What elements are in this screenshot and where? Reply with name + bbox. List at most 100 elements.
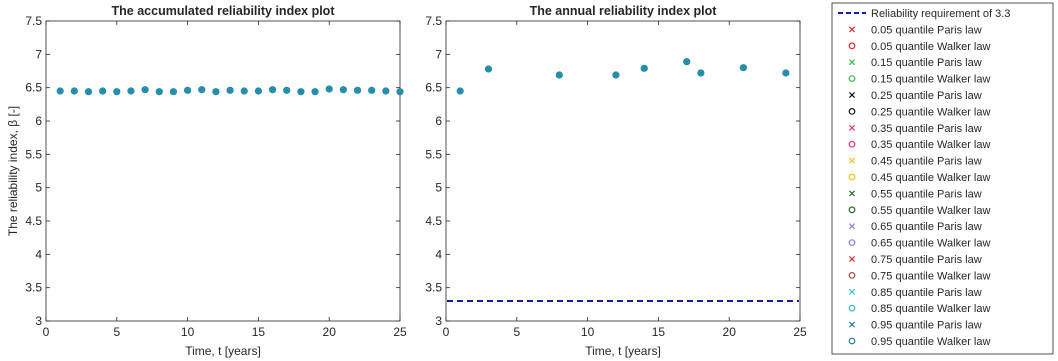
legend-entry-label: 0.55 quantile Paris law	[871, 188, 982, 200]
legend-entry: 0.75 quantile Paris law	[848, 254, 982, 266]
legend-entry: 0.85 quantile Walker law	[848, 303, 990, 315]
accumulated-data-point	[169, 88, 178, 96]
legend-entry: 0.65 quantile Paris law	[848, 221, 982, 233]
legend-x-marker	[848, 223, 856, 230]
annual-plot-xlabel: Time, t [years]	[585, 344, 661, 358]
legend-entry-label: 0.15 quantile Walker law	[871, 74, 990, 86]
accumulated-data-point	[254, 87, 262, 95]
annual-xtick-label: 5	[513, 325, 520, 339]
annual-ytick-label: 4	[435, 247, 442, 261]
annual-data-point	[612, 71, 620, 79]
legend-entry-label: 0.25 quantile Walker law	[871, 106, 990, 118]
annual-ytick-label: 4.5	[425, 214, 442, 228]
annual-data-point	[782, 69, 790, 77]
legend-entry-label: 0.65 quantile Walker law	[871, 238, 990, 250]
legend-entry: Reliability requirement of 3.3	[838, 8, 1010, 20]
legend-entry: 0.05 quantile Walker law	[848, 41, 990, 53]
annual-ytick-label: 3.5	[425, 281, 442, 295]
accumulated-ytick-label: 5	[35, 181, 42, 195]
legend-entry: 0.55 quantile Walker law	[848, 205, 990, 217]
annual-xtick-label: 20	[723, 325, 737, 339]
accumulated-plot-ticks: 0 5 10 15 20 25 3 3.5 4 4.5 5 5.5 6 6.5 7 7.5	[25, 14, 407, 339]
legend-x-marker	[848, 124, 856, 131]
legend-entry-label: 0.95 quantile Walker law	[871, 336, 990, 348]
legend-x-marker	[848, 255, 856, 263]
legend-entry-label: 0.75 quantile Walker law	[871, 270, 990, 282]
accumulated-plot: The accumulated reliability index plot 0…	[6, 4, 407, 358]
accumulated-data-point	[212, 88, 220, 96]
annual-xtick-label: 10	[581, 325, 595, 339]
accumulated-data-point	[368, 86, 376, 94]
legend-x-marker	[848, 26, 856, 33]
accumulated-ytick-label: 6	[35, 114, 42, 128]
legend-box	[831, 2, 1054, 355]
legend-x-marker	[848, 91, 856, 99]
legend-entry: 0.55 quantile Paris law	[848, 188, 982, 200]
annual-data-point	[739, 64, 747, 72]
legend-entry: 0.45 quantile Walker law	[848, 172, 990, 184]
annual-plot-markers	[456, 58, 790, 95]
accumulated-plot-ylabel: The reliability index, β [-]	[6, 106, 20, 236]
annual-ytick-label: 5	[435, 181, 442, 195]
legend-entry: 0.05 quantile Paris law	[848, 24, 982, 36]
accumulated-xtick-label: 10	[181, 325, 195, 339]
legend-entry-label: 0.85 quantile Walker law	[871, 303, 990, 315]
annual-data-point	[555, 71, 563, 79]
legend-entry: 0.95 quantile Walker law	[848, 336, 990, 348]
accumulated-xtick-label: 5	[113, 325, 120, 339]
legend-o-marker	[848, 42, 856, 50]
accumulated-data-point	[184, 86, 192, 94]
legend-x-marker	[848, 288, 856, 295]
legend-x-marker	[848, 59, 856, 66]
accumulated-data-point	[268, 86, 277, 94]
annual-ytick-label: 3	[435, 314, 442, 328]
legend-o-marker	[848, 239, 856, 247]
accumulated-plot-markers	[56, 85, 404, 96]
annual-plot-frame	[445, 20, 801, 322]
legend-entry: 0.75 quantile Walker law	[848, 270, 990, 282]
accumulated-data-point	[311, 88, 319, 96]
legend-x-marker	[848, 190, 856, 197]
accumulated-ytick-label: 4.5	[25, 214, 42, 228]
legend-o-marker	[848, 173, 856, 181]
accumulated-data-point	[283, 86, 291, 94]
accumulated-data-point	[141, 86, 149, 94]
legend-entry-label: 0.35 quantile Paris law	[871, 123, 982, 135]
legend-o-marker	[848, 107, 856, 115]
legend-o-marker	[848, 304, 856, 312]
accumulated-data-point	[297, 88, 305, 96]
accumulated-xtick-label: 15	[252, 325, 266, 339]
legend-entry: 0.35 quantile Walker law	[848, 139, 990, 151]
legend-entry-label: 0.25 quantile Paris law	[871, 90, 982, 102]
annual-plot-ticks: 0 5 10 15 20 25 3 3.5 4 4.5 5 5.5 6 6.5 7 7.5	[425, 14, 807, 339]
legend-entry-label: 0.85 quantile Paris law	[871, 287, 982, 299]
legend-x-marker	[848, 157, 856, 164]
annual-plot-title: The annual reliability index plot	[530, 4, 718, 18]
accumulated-data-point	[198, 86, 206, 94]
annual-plot: The annual reliability index plot 0 5 10 15…	[425, 4, 807, 358]
accumulated-data-point	[353, 86, 362, 94]
annual-ytick-label: 7	[435, 47, 442, 61]
legend-entry-label: 0.65 quantile Paris law	[871, 221, 982, 233]
legend-entry: 0.85 quantile Paris law	[848, 287, 982, 299]
legend-o-marker	[848, 337, 856, 345]
accumulated-ytick-label: 4	[35, 247, 42, 261]
annual-data-point	[683, 58, 691, 66]
legend-entries: Reliability requirement of 3.3 0.05 quant…	[838, 8, 1010, 348]
accumulated-data-point	[84, 88, 93, 96]
annual-xtick-label: 0	[443, 325, 450, 339]
legend-entry-label: 0.45 quantile Paris law	[871, 156, 982, 168]
legend-entry: 0.35 quantile Paris law	[848, 123, 982, 135]
accumulated-data-point	[127, 87, 135, 95]
legend-o-marker	[848, 272, 856, 279]
legend-o-marker	[848, 140, 856, 148]
legend-entry-label: 0.75 quantile Paris law	[871, 254, 982, 266]
annual-ytick-label: 7.5	[425, 14, 442, 28]
legend-entry: 0.45 quantile Paris law	[848, 156, 982, 168]
accumulated-data-point	[339, 86, 347, 94]
annual-xtick-label: 25	[793, 325, 807, 339]
accumulated-xtick-label: 25	[393, 325, 407, 339]
annual-data-point	[697, 69, 705, 77]
legend-entry: 0.25 quantile Walker law	[848, 106, 990, 118]
accumulated-data-point	[99, 87, 107, 95]
